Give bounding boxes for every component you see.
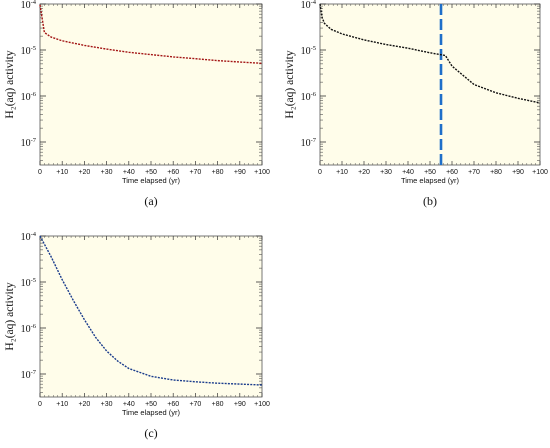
x-axis-label: Time elapsed (yr) (401, 176, 460, 185)
y-tick-exponent: -5 (311, 45, 316, 52)
chart-panel-2: 10-4 10-5 10-6 10-7 0 +10 +20 +30 +40 +50 +60 +70 +8… (284, 0, 548, 208)
x-tick-label: +40 (402, 169, 414, 176)
x-tick-label: +50 (145, 401, 157, 408)
series-line-1 (39, 4, 263, 64)
x-tick-label: +30 (101, 401, 113, 408)
y-tick-label: 10-7 (21, 137, 37, 149)
panel-label: (c) (144, 426, 157, 440)
x-tick-label: +20 (358, 169, 370, 176)
y-tick-label: 10-7 (301, 137, 317, 149)
y-tick-exponent: -7 (31, 137, 37, 144)
x-tick-label: +60 (167, 401, 179, 408)
x-axis-label: Time elapsed (yr) (122, 408, 181, 417)
y-tick-exponent: -6 (311, 91, 317, 98)
x-tick-label: +60 (446, 169, 458, 176)
x-tick-label: +20 (78, 169, 90, 176)
x-tick-label: +90 (512, 169, 524, 176)
y-tick-label: 10-5 (21, 277, 36, 289)
y-tick-label: 10-4 (301, 0, 317, 11)
x-tick-label: +30 (101, 169, 113, 176)
y-axis-label: H₂(aq) activity (284, 50, 296, 118)
x-axis-label: Time elapsed (yr) (122, 176, 181, 185)
plot-area (39, 235, 263, 398)
x-tick-label: +20 (78, 401, 90, 408)
x-tick-label: +90 (234, 401, 246, 408)
y-tick-exponent: -5 (31, 277, 36, 284)
y-tick-label: 10-4 (21, 231, 37, 243)
series-line-1 (319, 3, 541, 104)
panel-label: (b) (423, 194, 437, 208)
y-tick-exponent: -6 (31, 323, 37, 330)
x-tick-label: +80 (212, 169, 224, 176)
x-tick-label: +50 (424, 169, 436, 176)
y-tick-label: 10-5 (301, 45, 316, 57)
y-tick-exponent: -4 (31, 0, 37, 6)
x-tick-label: +10 (336, 169, 348, 176)
x-tick-label: 0 (38, 169, 42, 176)
y-tick-label: 10-6 (21, 323, 37, 335)
y-tick-exponent: -4 (31, 231, 37, 238)
x-tick-label: +60 (167, 169, 179, 176)
series-line-1 (39, 235, 263, 386)
x-tick-label: +90 (234, 169, 246, 176)
x-tick-label: +80 (490, 169, 502, 176)
x-tick-label: +100 (254, 401, 270, 408)
x-tick-label: +100 (254, 169, 270, 176)
x-tick-label: +70 (468, 169, 480, 176)
chart-panel-1: 10-4 10-5 10-6 10-7 0 +10 +20 +30 +40 +50 +60 +70 +8… (4, 0, 270, 208)
y-tick-label: 10-6 (301, 91, 317, 103)
x-tick-label: +100 (532, 169, 548, 176)
y-tick-label: 10-4 (21, 0, 37, 11)
x-tick-label: +10 (56, 169, 68, 176)
x-tick-label: +70 (189, 169, 201, 176)
x-tick-label: +30 (380, 169, 392, 176)
x-tick-label: +40 (123, 401, 135, 408)
y-axis-label: H₂(aq) activity (4, 282, 16, 350)
y-tick-exponent: -4 (311, 0, 317, 6)
y-tick-exponent: -7 (311, 137, 317, 144)
x-tick-label: +40 (123, 169, 135, 176)
y-tick-label: 10-5 (21, 45, 36, 57)
x-tick-label: 0 (38, 401, 42, 408)
y-tick-exponent: -6 (31, 91, 37, 98)
panel-label: (a) (144, 194, 157, 208)
y-tick-exponent: -5 (31, 45, 36, 52)
x-tick-label: +80 (212, 401, 224, 408)
x-tick-label: 0 (318, 169, 322, 176)
plot-area (319, 3, 541, 166)
y-tick-exponent: -7 (31, 369, 37, 376)
x-tick-label: +70 (189, 401, 201, 408)
y-axis-label: H₂(aq) activity (4, 50, 16, 118)
plot-area (39, 3, 263, 166)
y-tick-label: 10-7 (21, 369, 37, 381)
x-tick-label: +50 (145, 169, 157, 176)
x-tick-label: +10 (56, 401, 68, 408)
y-tick-label: 10-6 (21, 91, 37, 103)
chart-panel-3: 10-4 10-5 10-6 10-7 0 +10 +20 +30 +40 +50 +60 +70 +8… (4, 231, 270, 440)
